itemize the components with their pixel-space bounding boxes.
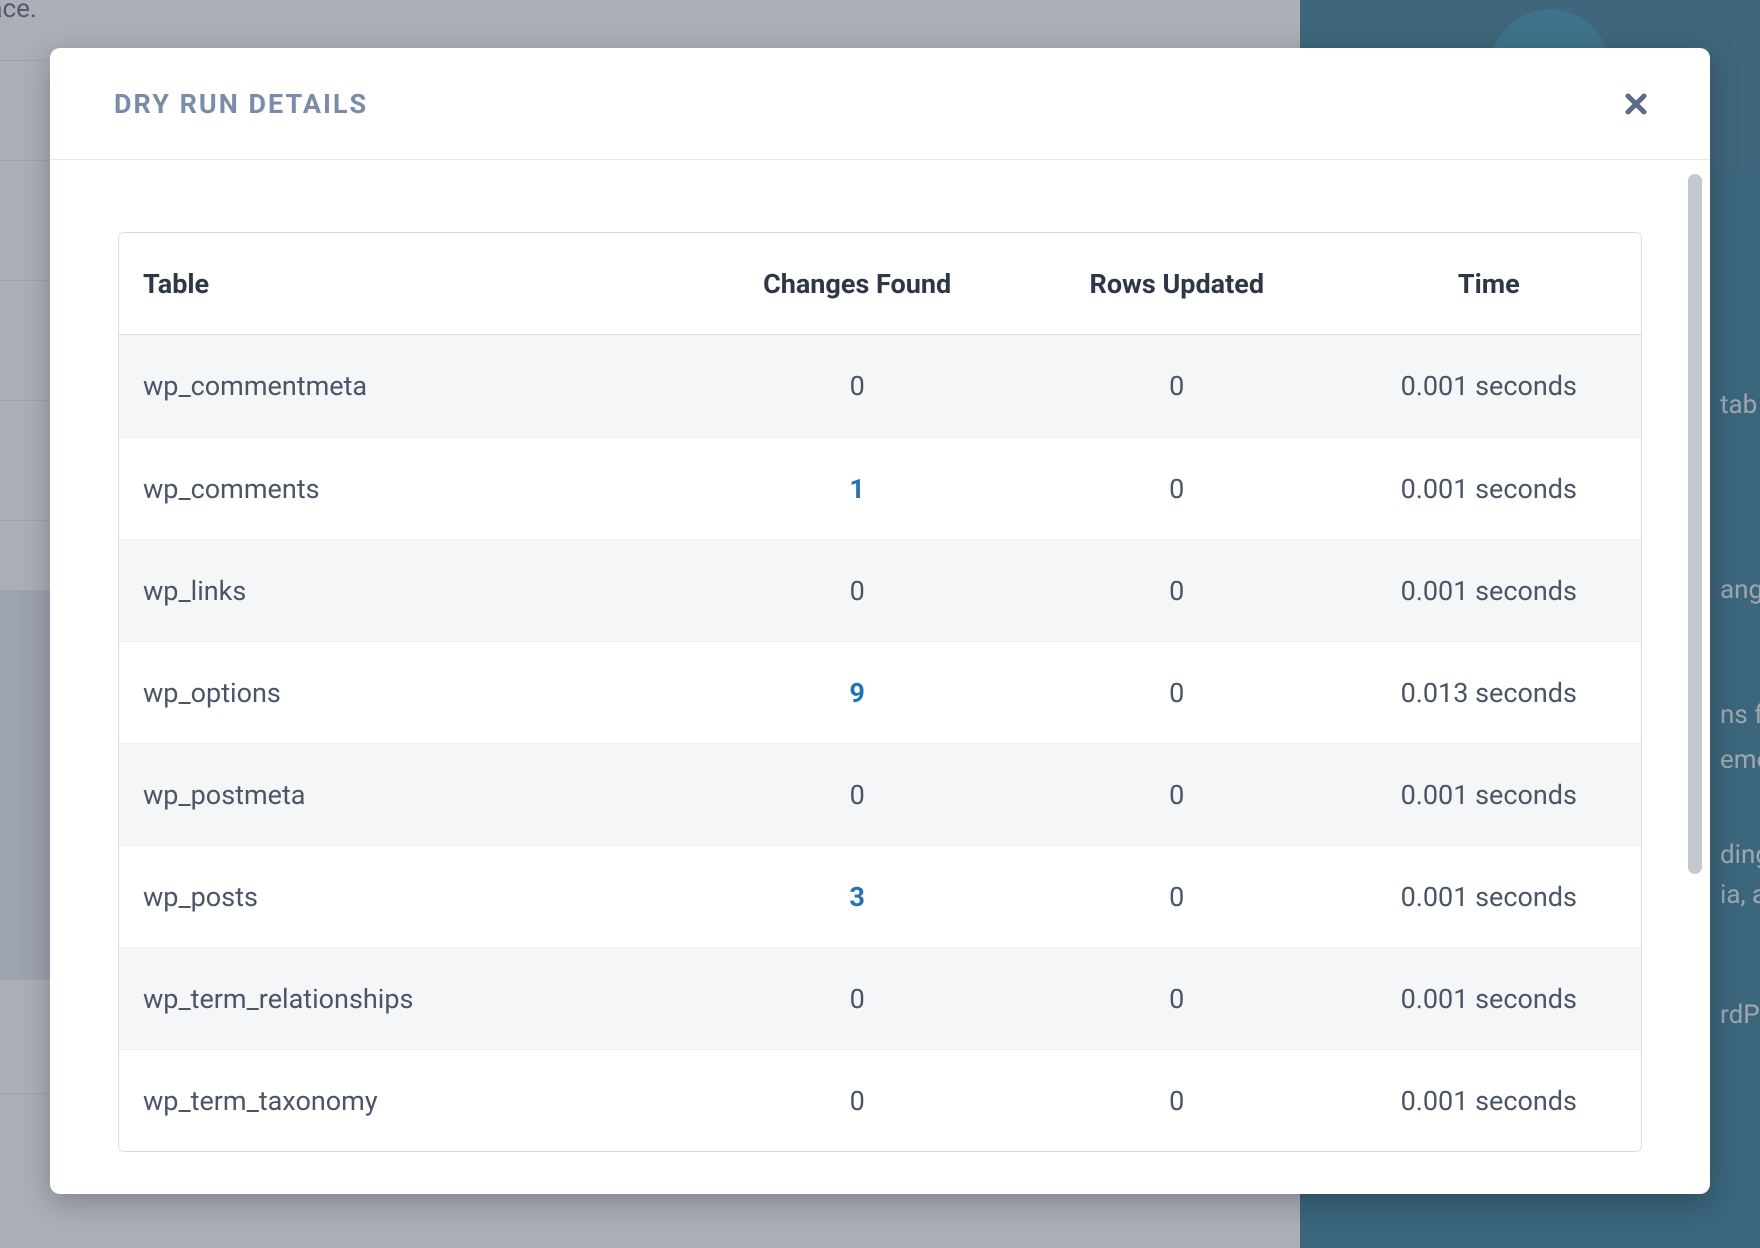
cell-changes-found: 0 xyxy=(697,335,1017,437)
table-row: wp_postmeta000.001 seconds xyxy=(119,743,1641,845)
cell-table-name: wp_term_relationships xyxy=(119,947,697,1049)
dry-run-results-table: Table Changes Found Rows Updated Time wp… xyxy=(118,232,1642,1152)
column-header-rows: Rows Updated xyxy=(1017,233,1337,335)
cell-time: 0.013 seconds xyxy=(1337,641,1641,743)
cell-rows-updated: 0 xyxy=(1017,743,1337,845)
table-row: wp_posts300.001 seconds xyxy=(119,845,1641,947)
cell-time: 0.001 seconds xyxy=(1337,845,1641,947)
cell-time: 0.001 seconds xyxy=(1337,437,1641,539)
cell-time: 0.001 seconds xyxy=(1337,1049,1641,1151)
cell-table-name: wp_postmeta xyxy=(119,743,697,845)
cell-changes-found: 0 xyxy=(697,947,1017,1049)
cell-changes-found: 0 xyxy=(697,539,1017,641)
column-header-time: Time xyxy=(1337,233,1641,335)
cell-table-name: wp_commentmeta xyxy=(119,335,697,437)
close-button[interactable] xyxy=(1616,84,1656,124)
cell-changes-found[interactable]: 3 xyxy=(697,845,1017,947)
table-row: wp_commentmeta000.001 seconds xyxy=(119,335,1641,437)
dry-run-modal: DRY RUN DETAILS Table Changes Found Rows… xyxy=(50,48,1710,1194)
cell-time: 0.001 seconds xyxy=(1337,539,1641,641)
table-body: wp_commentmeta000.001 secondswp_comments… xyxy=(119,335,1641,1151)
cell-changes-found[interactable]: 1 xyxy=(697,437,1017,539)
scrollbar-thumb[interactable] xyxy=(1688,174,1702,874)
modal-title: DRY RUN DETAILS xyxy=(114,88,368,120)
cell-rows-updated: 0 xyxy=(1017,437,1337,539)
table-row: wp_options900.013 seconds xyxy=(119,641,1641,743)
cell-rows-updated: 0 xyxy=(1017,845,1337,947)
cell-changes-found: 0 xyxy=(697,1049,1017,1151)
cell-time: 0.001 seconds xyxy=(1337,743,1641,845)
column-header-table: Table xyxy=(119,233,697,335)
cell-rows-updated: 0 xyxy=(1017,947,1337,1049)
cell-table-name: wp_links xyxy=(119,539,697,641)
cell-table-name: wp_term_taxonomy xyxy=(119,1049,697,1151)
table-row: wp_comments100.001 seconds xyxy=(119,437,1641,539)
cell-table-name: wp_posts xyxy=(119,845,697,947)
cell-changes-found[interactable]: 9 xyxy=(697,641,1017,743)
table-row: wp_term_relationships000.001 seconds xyxy=(119,947,1641,1049)
table-row: wp_term_taxonomy000.001 seconds xyxy=(119,1049,1641,1151)
table-header-row: Table Changes Found Rows Updated Time xyxy=(119,233,1641,335)
cell-table-name: wp_comments xyxy=(119,437,697,539)
modal-body[interactable]: Table Changes Found Rows Updated Time wp… xyxy=(50,160,1710,1194)
cell-rows-updated: 0 xyxy=(1017,539,1337,641)
close-icon xyxy=(1624,92,1648,116)
cell-rows-updated: 0 xyxy=(1017,335,1337,437)
cell-rows-updated: 0 xyxy=(1017,1049,1337,1151)
cell-table-name: wp_options xyxy=(119,641,697,743)
modal-header: DRY RUN DETAILS xyxy=(50,48,1710,160)
table-row: wp_links000.001 seconds xyxy=(119,539,1641,641)
modal-body-wrapper: Table Changes Found Rows Updated Time wp… xyxy=(50,160,1710,1194)
cell-time: 0.001 seconds xyxy=(1337,947,1641,1049)
column-header-changes: Changes Found xyxy=(697,233,1017,335)
cell-changes-found: 0 xyxy=(697,743,1017,845)
cell-rows-updated: 0 xyxy=(1017,641,1337,743)
cell-time: 0.001 seconds xyxy=(1337,335,1641,437)
